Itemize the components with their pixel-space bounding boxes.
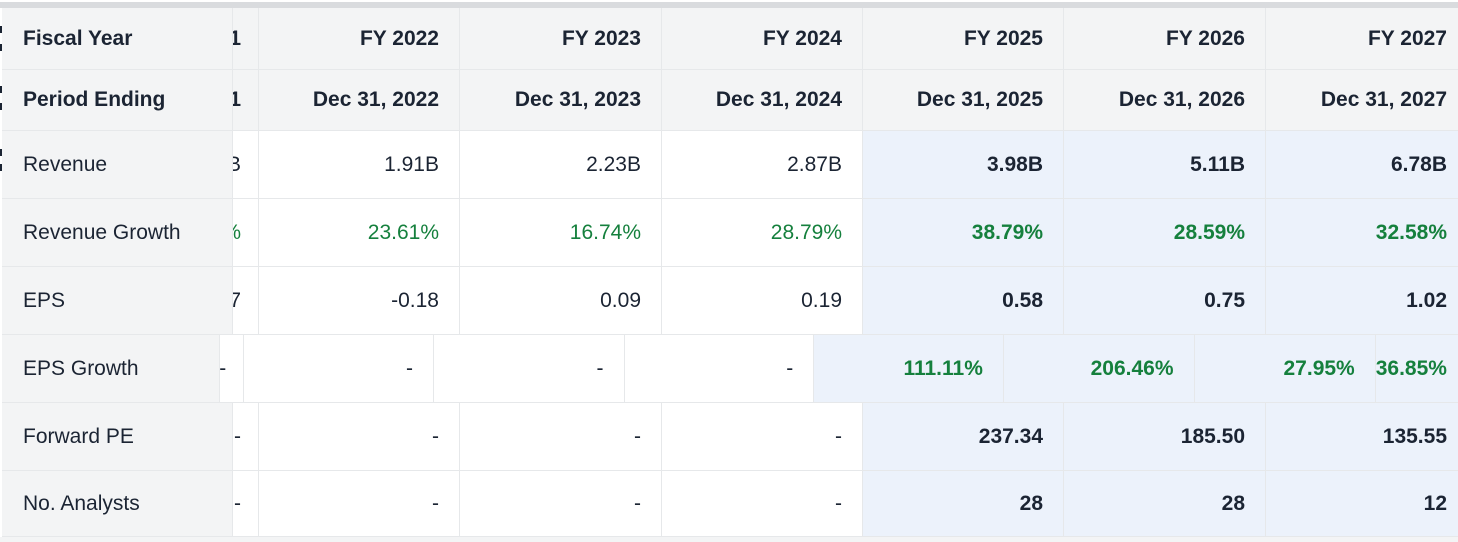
cell-period-ending-col-3: Dec 31, 2025 [863,70,1064,130]
clipped-text-fragment: % [233,199,241,266]
cell-eps-col-4: 0.75 [1064,267,1266,334]
cell-forward-pe-col-2: - [662,403,863,470]
clipped-text-fragment [0,86,2,93]
clipped-column-cell: B [233,131,259,198]
cell-no-analysts-col-4: 28 [1064,471,1266,536]
cell-eps-col-1: 0.09 [460,267,662,334]
cell-revenue-col-4: 5.11B [1064,131,1266,198]
cell-revenue-col-0: 1.91B [259,131,460,198]
cell-revenue-growth-col-4: 28.59% [1064,199,1266,266]
row-label-forward-pe: Forward PE [0,403,233,470]
cell-revenue-growth-col-3: 38.79% [863,199,1064,266]
next-section-edge [0,537,1458,542]
cell-no-analysts-col-3: 28 [863,471,1064,536]
cell-revenue-col-3: 3.98B [863,131,1064,198]
cell-eps-col-2: 0.19 [662,267,863,334]
clipped-text-fragment [0,26,2,33]
cell-eps-col-3: 0.58 [863,267,1064,334]
cell-no-analysts-col-0: - [259,471,460,536]
clipped-column-cell: 1 [233,70,259,130]
clipped-column-cell: 1 [233,8,259,69]
cell-revenue-growth-col-0: 23.61% [259,199,460,266]
cell-period-ending-col-1: Dec 31, 2023 [460,70,662,130]
cell-eps-growth-col-4: 206.46% [1003,335,1195,402]
row-label-eps: EPS [0,267,233,334]
row-label-revenue: Revenue [0,131,233,198]
clipped-text-fragment: - [234,491,241,515]
cell-period-ending-col-0: Dec 31, 2022 [259,70,460,130]
cell-forward-pe-col-4: 185.50 [1064,403,1266,470]
cell-period-ending-col-5: Dec 31, 2027 [1266,70,1458,130]
clipped-text-fragment: 1 [233,8,241,69]
cell-revenue-col-2: 2.87B [662,131,863,198]
cell-forward-pe-col-1: - [460,403,662,470]
cell-eps-growth-col-0: - [244,335,434,402]
clipped-column-cell: - [219,335,245,402]
table-row-no-analysts: No. Analysts - - - -28 28 12 [0,471,1458,537]
clipped-text-fragment [0,149,2,156]
clipped-text-fragment: - [219,356,227,380]
clipped-text-fragment [0,44,2,51]
clipped-column-cell: - [233,403,259,470]
cell-eps-growth-col-6: 36.85% [1375,335,1458,402]
cell-fiscal-year-col-5: FY 2027 [1266,8,1458,69]
clipped-left-column-edge [0,8,2,537]
clipped-column-cell: - [233,471,259,536]
cell-revenue-growth-col-1: 16.74% [460,199,662,266]
clipped-column-cell: 7 [233,267,259,334]
row-label-revenue-growth: Revenue Growth [0,199,233,266]
clipped-text-fragment [0,164,2,171]
cell-period-ending-col-4: Dec 31, 2026 [1064,70,1266,130]
clipped-text-fragment: B [233,131,241,198]
cell-revenue-growth-col-2: 28.79% [662,199,863,266]
cell-no-analysts-col-1: - [460,471,662,536]
row-label-fiscal-year: Fiscal Year [0,8,233,69]
table-row-eps-growth: EPS Growth - - - -111.11% 206.46% 27.95% 36.85% [0,335,1458,403]
cell-fiscal-year-col-0: FY 2022 [259,8,460,69]
clipped-column-cell: % [233,199,259,266]
clipped-text-fragment: 7 [233,267,241,334]
cell-eps-growth-col-1: - [433,335,625,402]
cell-revenue-growth-col-5: 32.58% [1266,199,1458,266]
table-row-revenue-growth: Revenue Growth% 23.61%16.74%28.79%38.79%2… [0,199,1458,267]
cell-revenue-col-1: 2.23B [460,131,662,198]
cell-eps-growth-col-2: - [624,335,815,402]
clipped-text-fragment [0,103,2,110]
cell-no-analysts-col-5: 12 [1266,471,1458,536]
cell-eps-growth-col-3: 111.11% [814,335,1004,402]
row-label-period-ending: Period Ending [0,70,233,130]
row-label-no-analysts: No. Analysts [0,471,233,536]
table-row-eps: EPS7 -0.180.090.190.580.751.02 [0,267,1458,335]
table-row-forward-pe: Forward PE - - - -237.34 185.50 135.55 [0,403,1458,471]
row-label-eps-growth: EPS Growth [0,335,220,402]
cell-no-analysts-col-2: - [662,471,863,536]
cell-fiscal-year-col-2: FY 2024 [662,8,863,69]
cell-revenue-col-5: 6.78B [1266,131,1458,198]
cell-forward-pe-col-0: - [259,403,460,470]
cell-fiscal-year-col-3: FY 2025 [863,8,1064,69]
cell-eps-col-5: 1.02 [1266,267,1458,334]
cell-fiscal-year-col-1: FY 2023 [460,8,662,69]
cell-forward-pe-col-3: 237.34 [863,403,1064,470]
cell-eps-growth-col-5: 27.95% [1194,335,1376,402]
cell-fiscal-year-col-4: FY 2026 [1064,8,1266,69]
cell-forward-pe-col-5: 135.55 [1266,403,1458,470]
clipped-text-fragment: 1 [233,70,241,130]
clipped-text-fragment: - [234,424,241,448]
cell-eps-col-0: -0.18 [259,267,460,334]
cell-period-ending-col-2: Dec 31, 2024 [662,70,863,130]
table-top-border [0,2,1458,8]
